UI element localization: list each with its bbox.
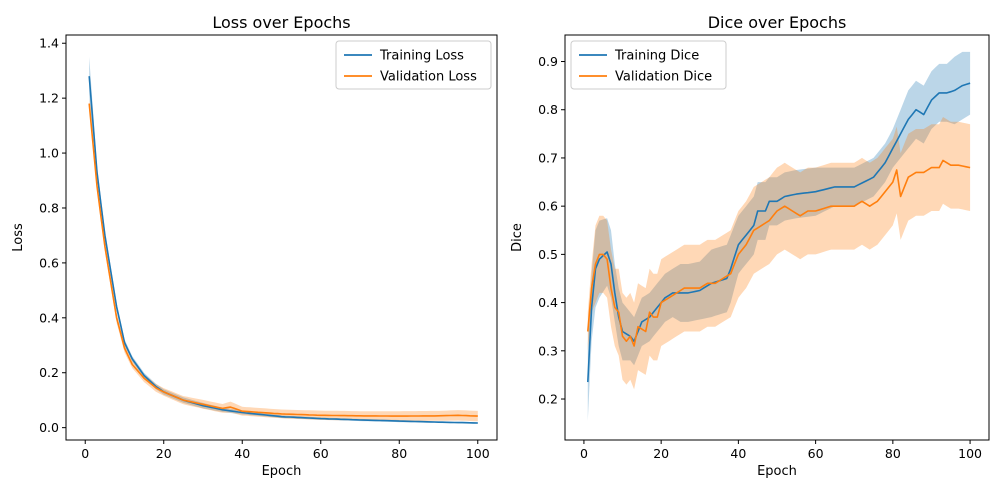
dice-y-tick-label: 0.8 — [538, 102, 558, 117]
loss-legend-label: Training Loss — [379, 49, 464, 64]
loss-x-tick-label: 60 — [313, 446, 329, 461]
dice-x-tick-label: 40 — [730, 446, 746, 461]
dice-y-tick-label: 0.5 — [538, 247, 558, 262]
dice-y-tick-label: 0.4 — [538, 295, 558, 310]
loss-y-axis-label: Loss — [11, 223, 26, 252]
dice-x-tick-label: 0 — [580, 446, 588, 461]
loss-chart-title: Loss over Epochs — [212, 13, 350, 32]
loss-line-validation — [88, 103, 478, 417]
dice-x-tick-label: 80 — [885, 446, 901, 461]
loss-y-tick-label: 1.0 — [39, 146, 59, 161]
loss-x-tick-label: 100 — [466, 446, 490, 461]
loss-chart: 0 20 40 60 80 100 0.0 0.2 0.4 0.6 0.8 1.0 1.2 1.4 Loss… — [11, 13, 498, 479]
dice-axes-frame — [564, 34, 990, 441]
dice-line-validation — [587, 159, 971, 347]
dice-x-tick-label: 20 — [653, 446, 669, 461]
loss-band-training — [89, 57, 478, 424]
dice-legend-label: Validation Dice — [615, 70, 712, 85]
dice-legend: Training Dice Validation Dice — [570, 40, 727, 90]
loss-x-axis-label: Epoch — [262, 464, 302, 479]
loss-line-training — [88, 76, 478, 424]
loss-y-tick-label: 0.8 — [39, 200, 59, 215]
loss-y-tick-label: 1.4 — [39, 36, 59, 51]
dice-x-axis-label: Epoch — [757, 464, 797, 479]
loss-y-tick-label: 1.2 — [39, 91, 59, 106]
dice-x-tick-label: 100 — [958, 446, 982, 461]
loss-y-tick-label: 0.2 — [39, 365, 59, 380]
dice-chart-title: Dice over Epochs — [708, 13, 847, 32]
loss-y-tick-label: 0.0 — [39, 420, 59, 435]
loss-x-tick-label: 0 — [81, 446, 89, 461]
loss-y-tick-label: 0.4 — [39, 310, 59, 325]
dice-y-axis-label: Dice — [510, 223, 525, 252]
loss-legend: Training Loss Validation Loss — [335, 40, 492, 90]
dice-band-training — [587, 51, 971, 421]
dice-y-tick-label: 0.9 — [538, 54, 558, 69]
loss-axes-frame — [65, 34, 498, 441]
dice-legend-box — [570, 40, 727, 90]
dice-y-tick-label: 0.3 — [538, 343, 558, 358]
loss-x-tick-label: 20 — [156, 446, 172, 461]
dice-legend-label: Training Dice — [614, 49, 699, 64]
dice-chart: 0 20 40 60 80 100 0.2 0.3 0.4 0.5 0.6 0.7 0.8 0.9 Dice… — [510, 13, 990, 479]
loss-legend-label: Validation Loss — [380, 70, 477, 85]
dice-x-tick-label: 60 — [808, 446, 824, 461]
dice-band-validation — [587, 117, 971, 390]
loss-y-tick-label: 0.6 — [39, 255, 59, 270]
loss-band-validation — [89, 98, 478, 422]
loss-x-tick-label: 40 — [234, 446, 250, 461]
loss-x-tick-label: 80 — [391, 446, 407, 461]
dice-y-tick-label: 0.2 — [538, 392, 558, 407]
dice-y-tick-label: 0.6 — [538, 199, 558, 214]
loss-legend-box — [335, 40, 492, 90]
dice-y-tick-label: 0.7 — [538, 150, 558, 165]
